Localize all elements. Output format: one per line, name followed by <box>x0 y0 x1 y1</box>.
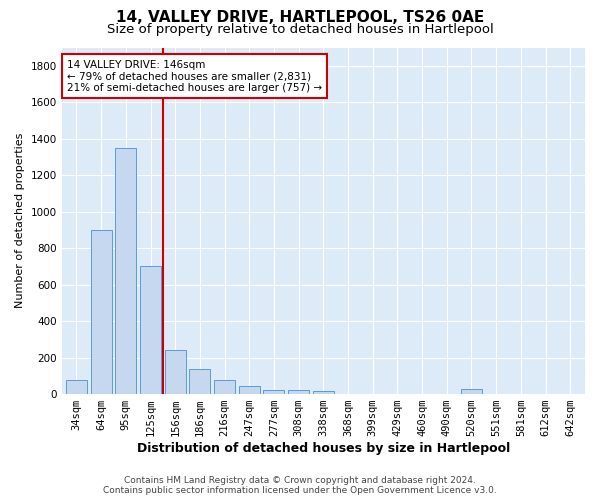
Text: 14, VALLEY DRIVE, HARTLEPOOL, TS26 0AE: 14, VALLEY DRIVE, HARTLEPOOL, TS26 0AE <box>116 10 484 25</box>
Bar <box>140 266 161 394</box>
Bar <box>165 350 186 394</box>
Y-axis label: Number of detached properties: Number of detached properties <box>15 133 25 308</box>
Bar <box>66 380 87 394</box>
Bar <box>461 388 482 394</box>
X-axis label: Distribution of detached houses by size in Hartlepool: Distribution of detached houses by size … <box>137 442 510 455</box>
Bar <box>263 390 284 394</box>
Bar <box>190 370 211 394</box>
Text: 14 VALLEY DRIVE: 146sqm
← 79% of detached houses are smaller (2,831)
21% of semi: 14 VALLEY DRIVE: 146sqm ← 79% of detache… <box>67 60 322 93</box>
Text: Contains HM Land Registry data © Crown copyright and database right 2024.
Contai: Contains HM Land Registry data © Crown c… <box>103 476 497 495</box>
Bar <box>115 148 136 394</box>
Bar <box>288 390 309 394</box>
Bar <box>91 230 112 394</box>
Bar <box>214 380 235 394</box>
Bar <box>313 392 334 394</box>
Text: Size of property relative to detached houses in Hartlepool: Size of property relative to detached ho… <box>107 22 493 36</box>
Bar <box>239 386 260 394</box>
